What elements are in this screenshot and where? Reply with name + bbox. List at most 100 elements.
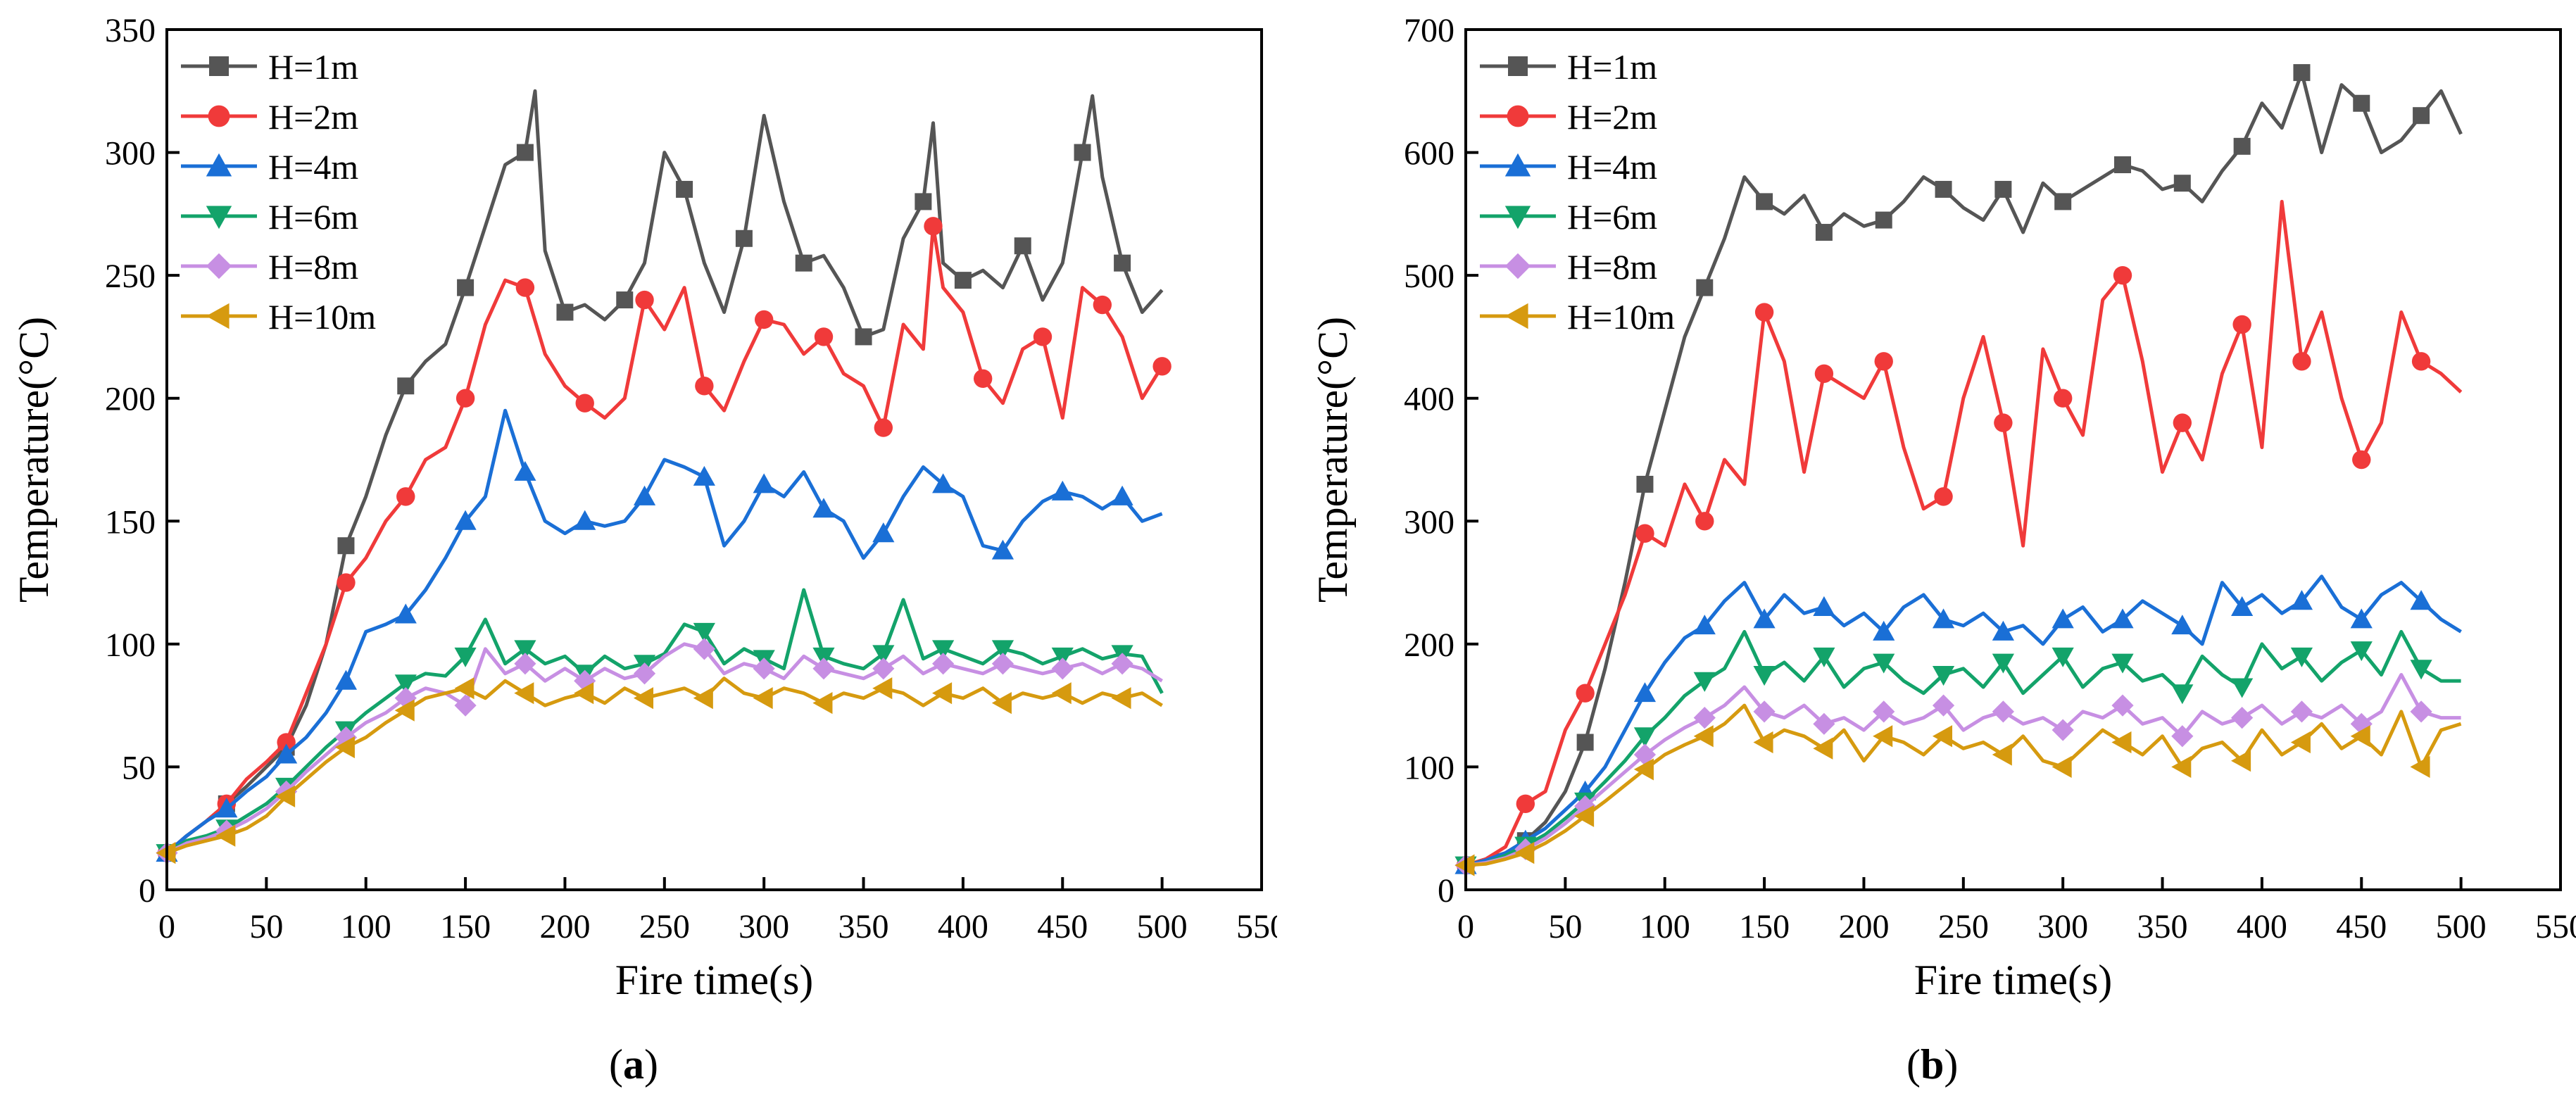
x-axis-label: Fire time(s) (615, 957, 814, 1003)
x-tick-label: 0 (158, 908, 175, 945)
data-point (1994, 413, 2013, 432)
data-point (693, 687, 713, 710)
legend-label: H=2m (1567, 97, 1657, 137)
data-point (215, 824, 236, 847)
series-line-H=2m (1465, 199, 2463, 867)
x-tick-label: 550 (1236, 908, 1277, 945)
legend-marker (206, 153, 232, 177)
y-tick-label: 700 (1404, 12, 1455, 49)
data-point (2052, 647, 2074, 667)
data-point (1093, 295, 1112, 315)
data-point (1756, 193, 1773, 210)
data-point (575, 394, 594, 413)
data-point (394, 699, 415, 722)
series-line-H=6m (165, 588, 1164, 855)
data-point (2231, 750, 2251, 772)
data-point (1932, 725, 1953, 748)
data-point (2113, 265, 2132, 285)
data-point (753, 473, 775, 493)
legend: H=1m H=2m H=4m H=6m H=8m H=10m (1480, 47, 1675, 336)
data-point (1111, 485, 1133, 505)
data-point (396, 487, 415, 506)
data-point (1875, 211, 1892, 229)
y-tick-label: 400 (1404, 381, 1455, 418)
data-point (515, 278, 535, 297)
data-point (1633, 758, 1654, 781)
data-point (754, 310, 774, 329)
legend-label: H=6m (268, 197, 358, 237)
data-point (1636, 475, 1654, 493)
y-tick-label: 0 (1438, 872, 1455, 910)
x-tick-label: 300 (2037, 908, 2088, 945)
data-point (2171, 684, 2194, 705)
data-point (1753, 608, 1776, 629)
data-point (1695, 512, 1714, 531)
y-tick-label: 300 (105, 135, 156, 172)
x-tick-label: 100 (1640, 908, 1690, 945)
data-point (397, 377, 415, 395)
data-point (693, 465, 715, 486)
data-point (2231, 678, 2254, 698)
data-point (954, 272, 972, 289)
data-point (1074, 144, 1091, 161)
series-line-H=6m (1465, 629, 2461, 867)
data-point (2052, 608, 2074, 629)
y-axis-label: Temperature(°C) (1309, 317, 1356, 603)
data-point (2173, 413, 2192, 432)
x-tick-label: 450 (2336, 908, 2387, 945)
data-point (1994, 180, 2012, 198)
data-point (275, 785, 296, 807)
x-tick-label: 200 (1838, 908, 1889, 945)
legend-marker (1508, 56, 1528, 76)
data-point (855, 328, 872, 346)
x-tick-label: 400 (938, 908, 988, 945)
data-point (2350, 641, 2373, 662)
data-point (735, 229, 753, 247)
x-tick-label: 150 (1739, 908, 1790, 945)
data-point (2171, 725, 2194, 748)
data-point (676, 180, 693, 198)
data-point (924, 217, 943, 236)
data-point (2352, 450, 2371, 470)
data-point (1815, 224, 1833, 241)
x-tick-label: 300 (739, 908, 789, 945)
legend-marker (1507, 105, 1529, 127)
x-tick-label: 250 (1938, 908, 1989, 945)
data-point (2111, 608, 2134, 629)
data-point (872, 522, 895, 543)
x-tick-label: 500 (1137, 908, 1188, 945)
data-point (1934, 487, 1953, 506)
data-point (872, 658, 895, 680)
data-point (574, 682, 594, 705)
series-line-H=2m (165, 224, 1164, 855)
data-point (1051, 682, 1072, 705)
data-point (812, 498, 835, 518)
data-point (454, 694, 477, 717)
data-point (1693, 707, 1716, 729)
data-point (915, 193, 932, 210)
legend-label: H=4m (268, 147, 358, 187)
y-tick-label: 200 (105, 381, 156, 418)
data-point (1813, 712, 1835, 735)
legend-label: H=4m (1567, 147, 1657, 187)
data-point (215, 798, 238, 818)
x-tick-label: 550 (2535, 908, 2576, 945)
series-line-H=10m (1465, 703, 2462, 867)
data-point (2292, 352, 2311, 371)
data-point (932, 640, 955, 660)
data-point (1152, 357, 1171, 376)
data-point (454, 677, 475, 700)
data-point (1873, 653, 1895, 674)
data-point (1992, 653, 2014, 674)
x-tick-label: 50 (249, 908, 283, 945)
data-point (616, 291, 634, 309)
data-point (1754, 303, 1774, 322)
x-tick-label: 350 (838, 908, 889, 945)
series-line-H=1m (1465, 70, 2463, 867)
data-point (1693, 672, 1716, 692)
legend-label: H=8m (268, 247, 358, 287)
data-point (2411, 352, 2431, 371)
plot-frame (165, 28, 1263, 891)
data-point (872, 677, 893, 700)
y-tick-label: 150 (105, 503, 156, 541)
